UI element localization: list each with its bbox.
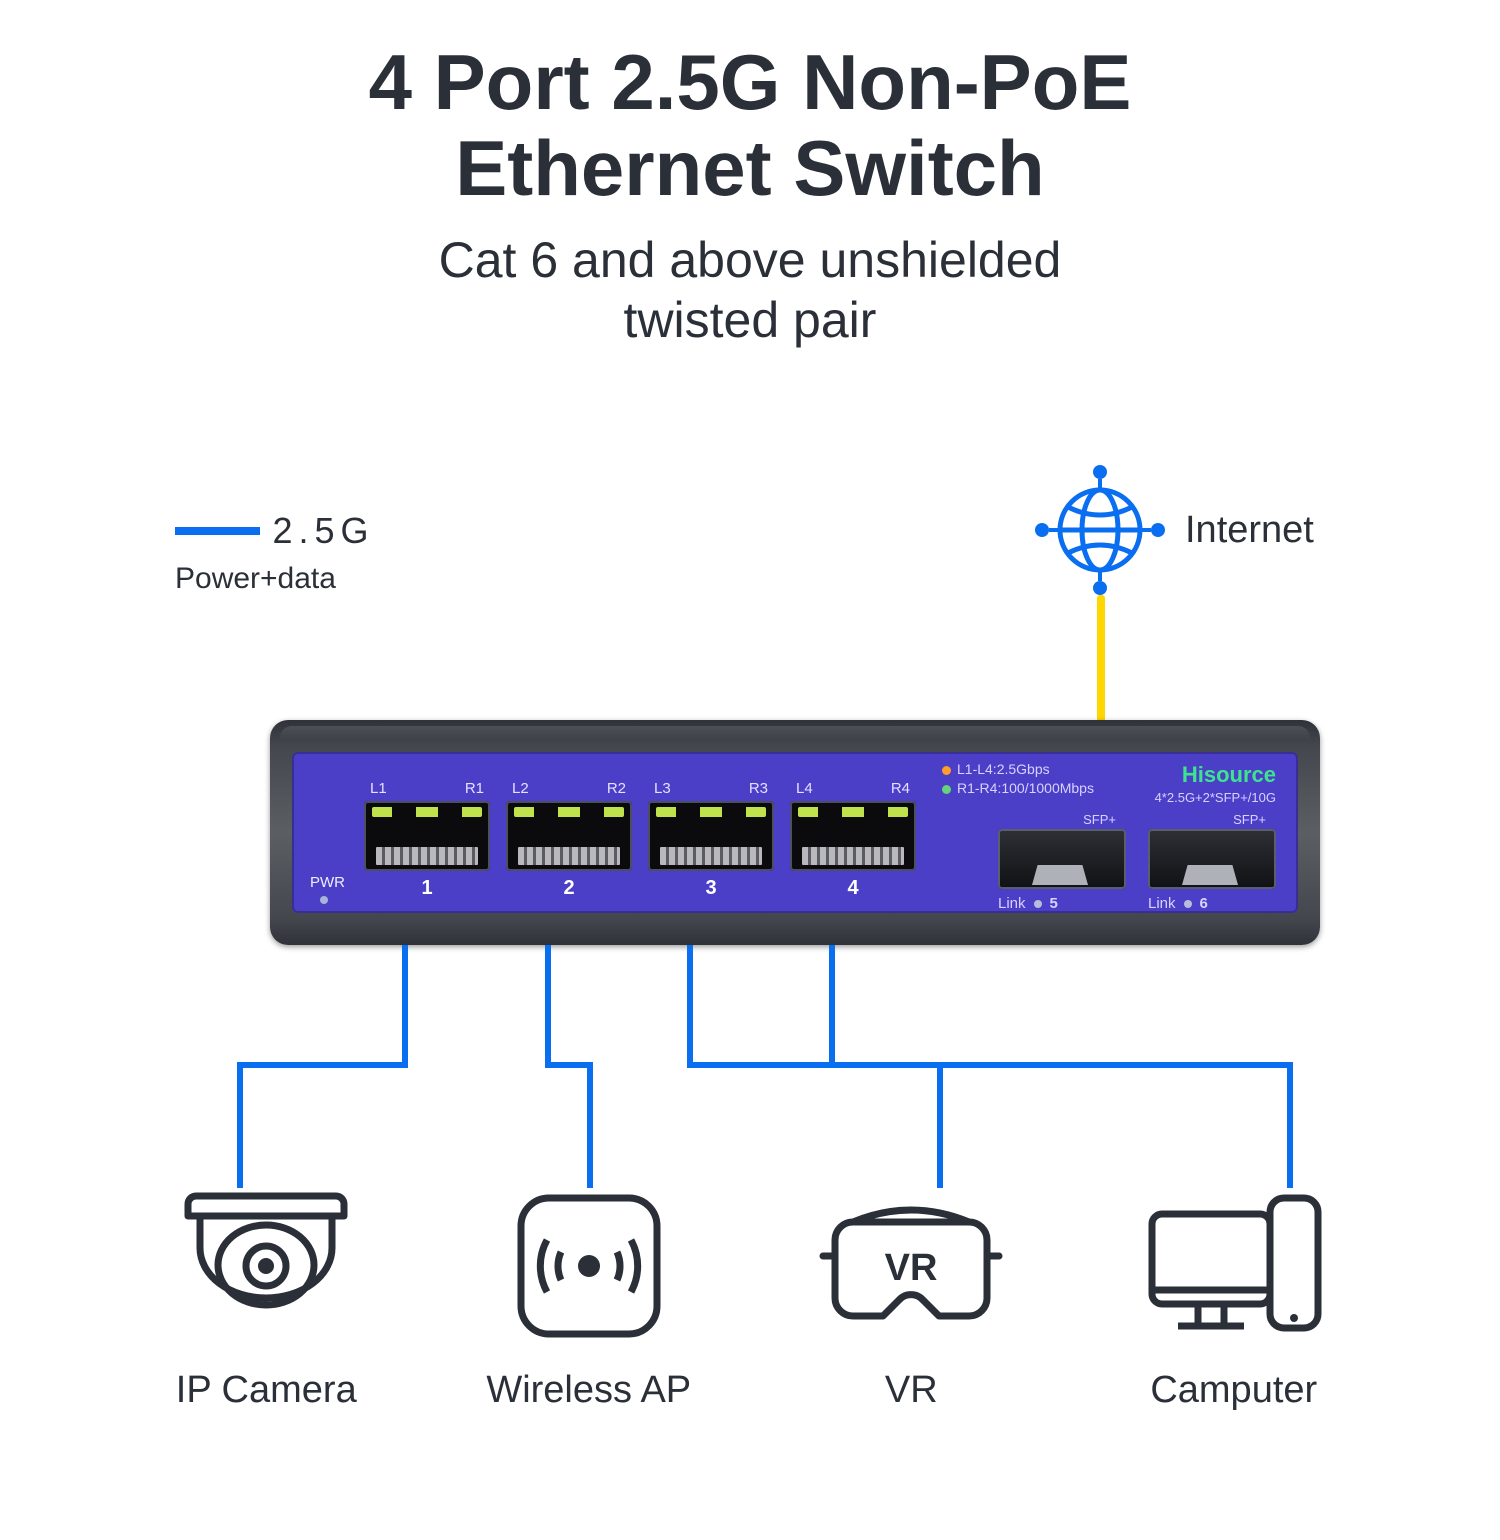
legend-line [175, 527, 260, 535]
pwr-label: PWR [310, 874, 345, 891]
computer-icon [1134, 1180, 1334, 1350]
led-legend: L1-L4:2.5Gbps R1-R4:100/1000Mbps [942, 760, 1094, 798]
rj45-ports: L1R1 1 L2R2 2 L3R3 3 L4R4 4 [364, 780, 916, 900]
title-line1: 4 Port 2.5G Non-PoE [0, 40, 1500, 126]
rj45-port-2: L2R2 2 [506, 780, 632, 900]
rj45-port-3: L3R3 3 [648, 780, 774, 900]
uplink-line [1097, 595, 1105, 730]
rj45-jack-icon [506, 801, 632, 871]
rj45-jack-icon [648, 801, 774, 871]
device-label: Camputer [1094, 1369, 1374, 1412]
device-label: Wireless AP [449, 1369, 729, 1412]
device-computer: Camputer [1094, 1180, 1374, 1412]
brand: Hisource 4*2.5G+2*SFP+/10G [1155, 762, 1276, 805]
camera-icon [166, 1180, 366, 1350]
ap-icon [489, 1180, 689, 1350]
page-subtitle: Cat 6 and above unshielded twisted pair [0, 230, 1500, 350]
sfp-cage-icon [998, 829, 1126, 889]
rj45-jack-icon [790, 801, 916, 871]
globe-icon [1035, 465, 1165, 595]
device-row: IP Camera Wireless AP VR VR [0, 1180, 1500, 1412]
title-line2: Ethernet Switch [0, 126, 1500, 212]
downlink-wires [0, 945, 1500, 1205]
subtitle-line2: twisted pair [0, 290, 1500, 350]
vr-icon: VR [811, 1180, 1011, 1350]
device-wireless-ap: Wireless AP [449, 1180, 729, 1412]
legend-desc: Power+data [175, 562, 375, 596]
rj45-port-4: L4R4 4 [790, 780, 916, 900]
svg-text:VR: VR [885, 1247, 938, 1289]
rj45-port-1: L1R1 1 [364, 780, 490, 900]
pwr-led-icon [320, 896, 328, 904]
sfp-port-5: SFP+ Link5 [998, 812, 1126, 912]
switch-faceplate: PWR L1R1 1 L2R2 2 L3R3 3 L4R4 4 [292, 752, 1298, 913]
switch-device: PWR L1R1 1 L2R2 2 L3R3 3 L4R4 4 [270, 720, 1320, 945]
device-label: IP Camera [126, 1369, 406, 1412]
internet-label: Internet [1185, 509, 1314, 552]
page-title: 4 Port 2.5G Non-PoE Ethernet Switch [0, 40, 1500, 212]
legend-speed: 2.5G [272, 510, 374, 552]
internet: Internet [1035, 465, 1314, 595]
device-ip-camera: IP Camera [126, 1180, 406, 1412]
device-vr: VR VR [771, 1180, 1051, 1412]
sfp-cage-icon [1148, 829, 1276, 889]
device-label: VR [771, 1369, 1051, 1412]
sfp-port-6: SFP+ Link6 [1148, 812, 1276, 912]
legend: 2.5G Power+data [175, 510, 375, 596]
rj45-jack-icon [364, 801, 490, 871]
subtitle-line1: Cat 6 and above unshielded [0, 230, 1500, 290]
brand-model: 4*2.5G+2*SFP+/10G [1155, 790, 1276, 805]
sfp-ports: SFP+ Link5 SFP+ Link6 [998, 812, 1276, 912]
brand-name: Hisource [1155, 762, 1276, 788]
